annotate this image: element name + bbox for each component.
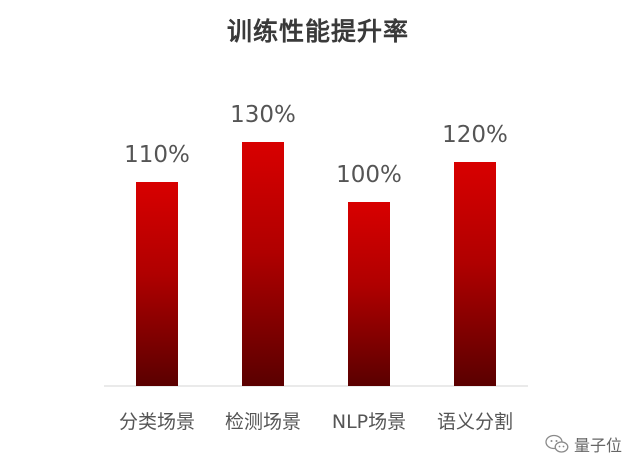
bar-2 — [348, 202, 390, 386]
watermark-text: 量子位 — [573, 436, 622, 455]
x-tick-label-2: NLP场景 — [332, 411, 406, 433]
bar-1 — [242, 142, 284, 386]
x-tick-label-0: 分类场景 — [119, 411, 195, 433]
x-tick-label-1: 检测场景 — [225, 411, 301, 433]
watermark: 量子位 — [545, 432, 622, 456]
wechat-icon — [545, 434, 569, 453]
data-label-2: 100% — [336, 162, 402, 188]
data-label-3: 120% — [442, 122, 508, 148]
data-label-0: 110% — [124, 142, 190, 168]
x-tick-label-3: 语义分割 — [437, 411, 513, 433]
bar-3 — [454, 162, 496, 386]
data-label-1: 130% — [230, 102, 296, 128]
bar-0 — [136, 182, 178, 386]
chart-title: 训练性能提升率 — [226, 17, 409, 46]
